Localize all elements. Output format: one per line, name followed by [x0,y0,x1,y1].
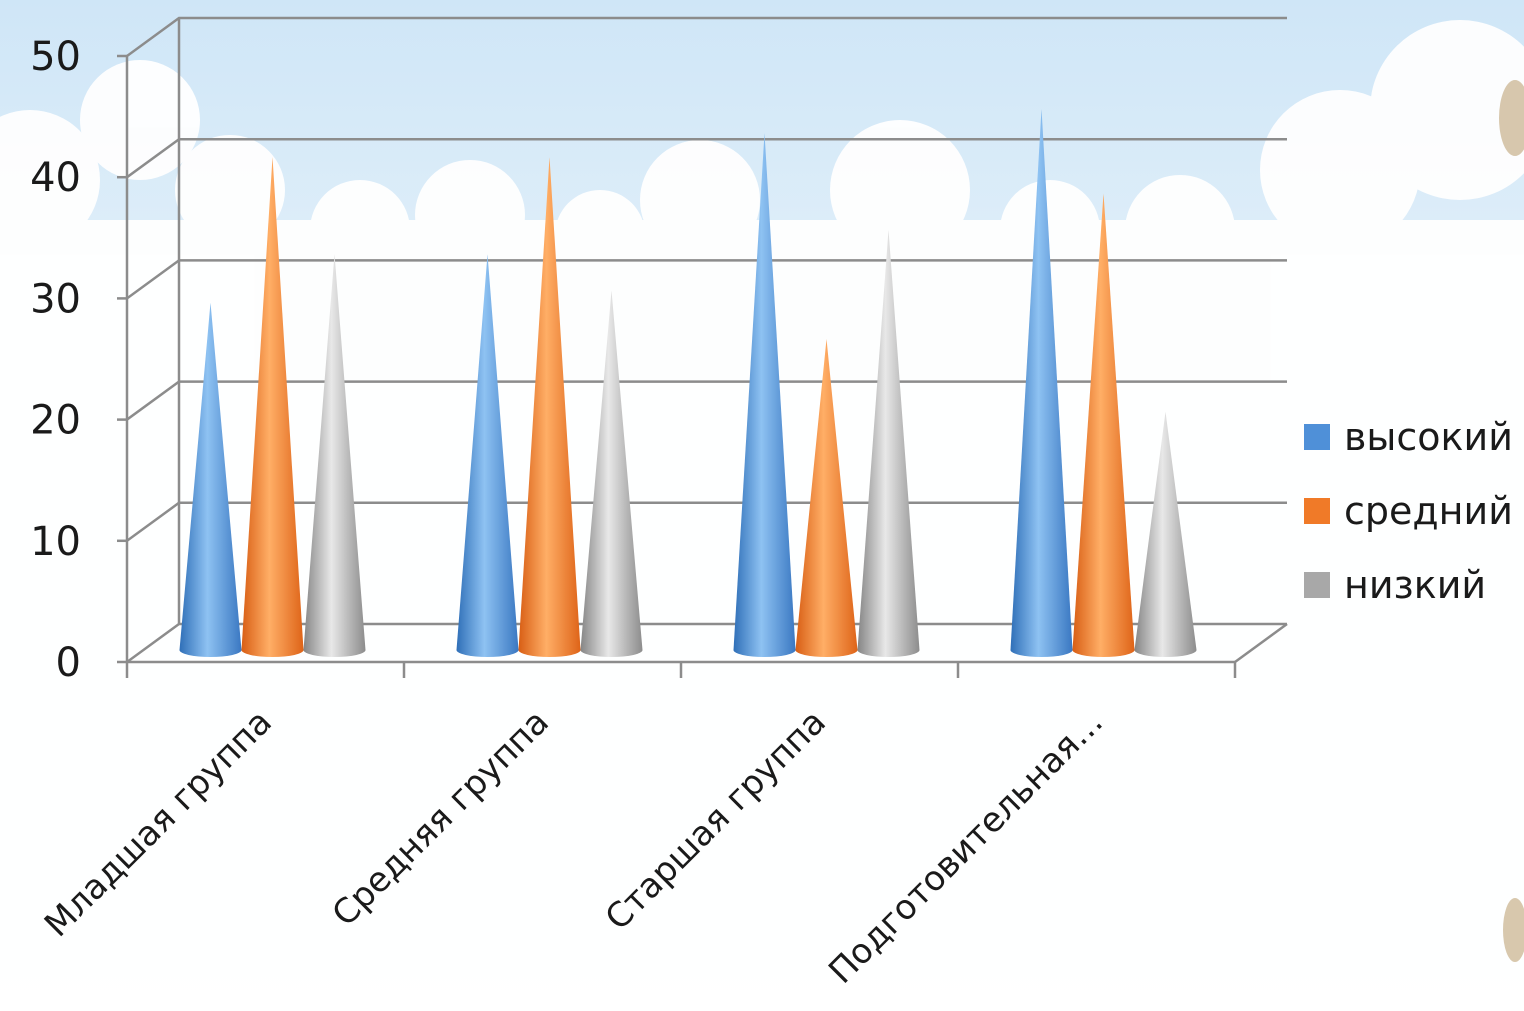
legend-swatch [1304,572,1330,598]
cone-body [456,254,519,657]
cone-body [303,254,366,657]
legend: высокий средний низкий [1304,415,1513,607]
y-tick-label: 0 [56,640,81,686]
cone [580,290,643,657]
cone [241,157,304,657]
legend-label: средний [1344,489,1513,533]
decor-swirl [1499,80,1524,962]
cone-body [580,290,643,657]
legend-swatch [1304,498,1330,524]
legend-item: низкий [1304,563,1486,607]
y-tick-label: 50 [30,34,81,80]
cone-body [857,229,920,658]
cone [795,339,858,657]
cone [179,302,242,657]
y-tick-label: 40 [30,155,81,201]
y-tick-label: 30 [30,276,81,322]
cone-body [1072,193,1135,657]
floor-edge [1234,622,1288,664]
cone [1072,193,1135,657]
cone [857,229,920,658]
legend-label: высокий [1344,415,1513,459]
y-tick-label: 10 [30,519,81,565]
y-axis: 0 10 20 30 40 50 [30,34,81,686]
cones [179,108,1197,658]
cone [303,254,366,657]
cone-body [733,132,796,657]
axes-frame [117,16,1288,678]
cone-body [179,302,242,657]
cone-body [518,157,581,657]
cone-body [1010,108,1073,658]
cone [1134,411,1197,657]
cone-body [241,157,304,657]
cone [518,157,581,657]
legend-label: низкий [1344,563,1486,607]
cone-body [1134,411,1197,657]
legend-item: высокий [1304,415,1513,459]
legend-swatch [1304,424,1330,450]
cone [1010,108,1073,658]
y-tick-label: 20 [30,398,81,444]
legend-item: средний [1304,489,1513,533]
cone [456,254,519,657]
cone-body [795,339,858,657]
cone [733,132,796,657]
